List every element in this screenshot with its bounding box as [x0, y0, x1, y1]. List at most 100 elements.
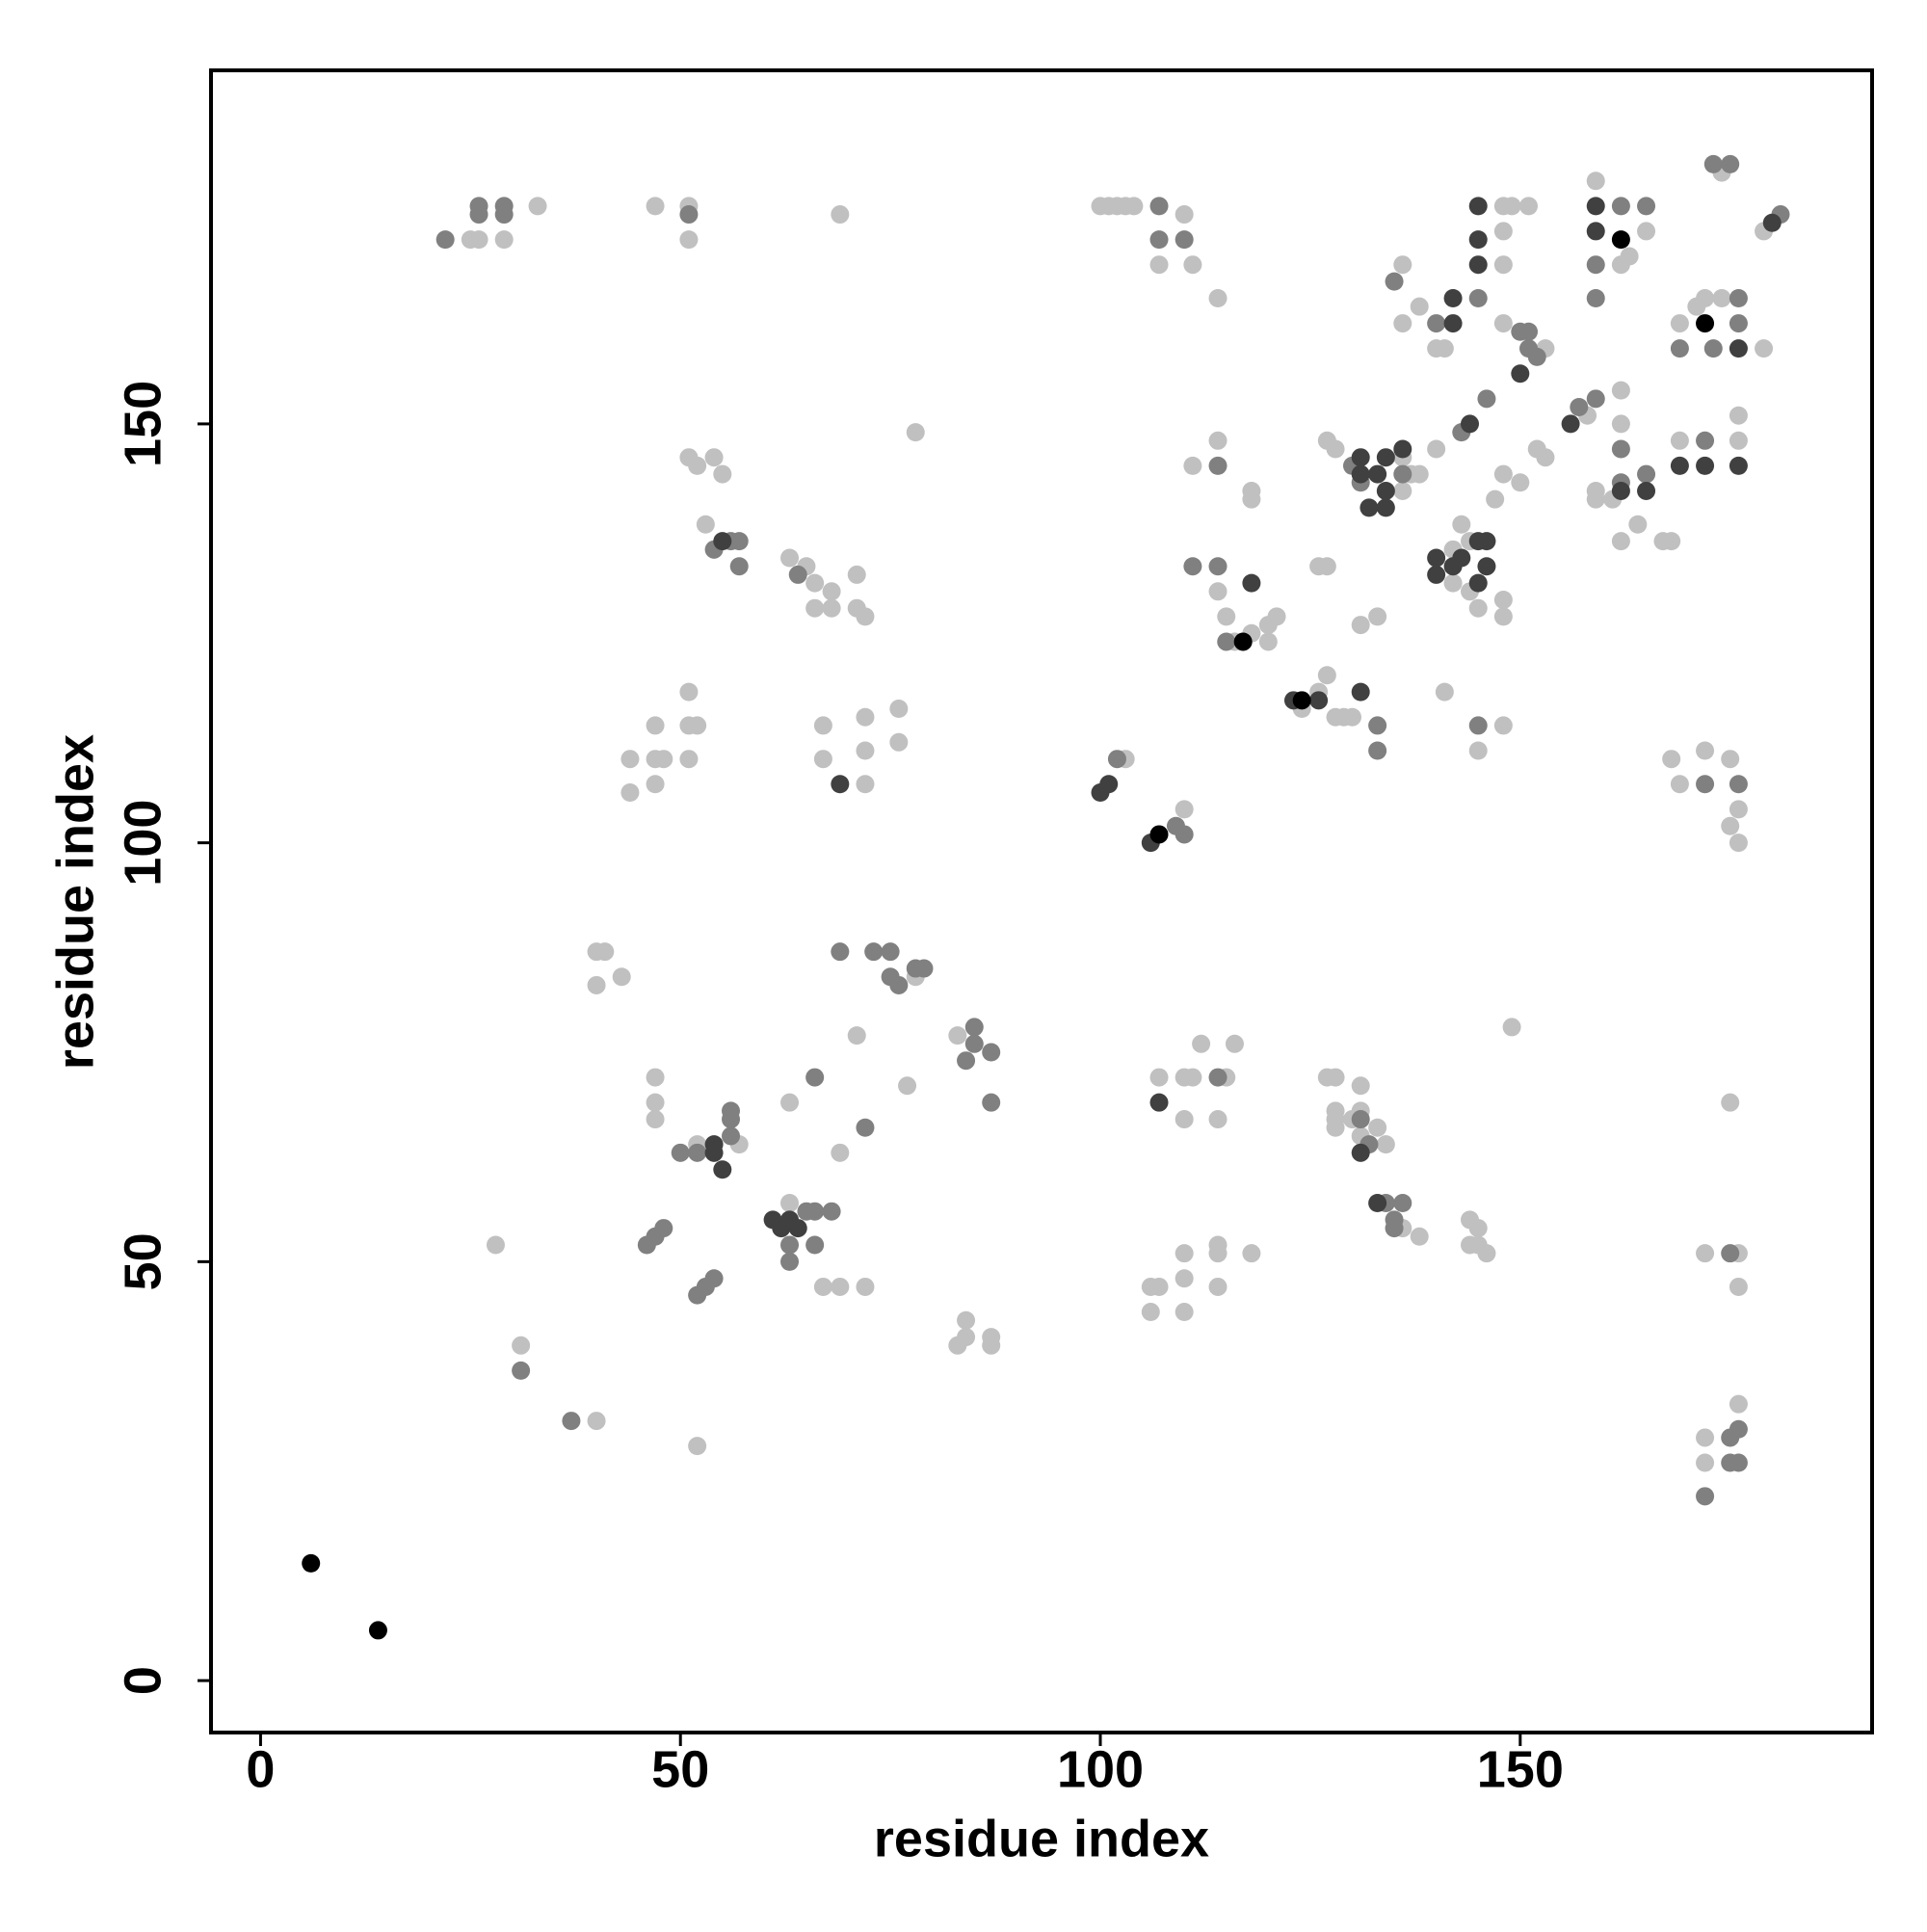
point	[1149, 1093, 1169, 1112]
point	[906, 423, 925, 442]
point	[1351, 616, 1370, 635]
point	[1461, 414, 1480, 434]
point	[1258, 632, 1278, 651]
point	[889, 732, 909, 752]
point	[1729, 288, 1748, 307]
point	[881, 942, 900, 962]
point	[1233, 632, 1253, 651]
point	[1208, 1244, 1227, 1263]
point	[780, 1093, 800, 1112]
point	[1493, 607, 1513, 626]
point	[469, 230, 488, 250]
point	[620, 750, 640, 769]
point	[688, 456, 707, 475]
point	[1208, 431, 1227, 450]
point	[1351, 1143, 1370, 1162]
point	[528, 197, 547, 216]
point	[805, 1235, 825, 1255]
point	[982, 1336, 1001, 1355]
point	[1468, 598, 1488, 618]
point	[780, 1235, 800, 1255]
point	[704, 1269, 724, 1288]
marks	[302, 154, 1790, 1640]
point	[713, 1160, 732, 1179]
point	[1175, 1110, 1194, 1129]
point	[1342, 707, 1361, 727]
point	[831, 1277, 850, 1296]
point	[1729, 775, 1748, 794]
point	[1427, 339, 1446, 358]
point	[780, 548, 800, 568]
point	[1468, 230, 1488, 250]
point	[1493, 716, 1513, 735]
point	[1637, 197, 1656, 216]
point	[1393, 481, 1412, 500]
point	[494, 230, 514, 250]
point	[1468, 716, 1488, 735]
point	[1611, 230, 1630, 250]
point	[1443, 573, 1463, 593]
point	[1703, 154, 1723, 173]
point	[1696, 1244, 1715, 1263]
point	[1351, 464, 1370, 484]
point	[856, 1277, 875, 1296]
point	[1721, 816, 1740, 835]
point	[469, 205, 488, 225]
point	[805, 1068, 825, 1087]
point	[1393, 314, 1412, 333]
point	[1755, 339, 1774, 358]
point	[1208, 582, 1227, 601]
point	[1468, 1219, 1488, 1238]
point	[1427, 439, 1446, 459]
point	[1637, 222, 1656, 241]
point	[1309, 691, 1329, 710]
point	[1729, 406, 1748, 425]
point	[1586, 255, 1605, 275]
point	[805, 1202, 825, 1221]
point	[1493, 314, 1513, 333]
point	[1696, 1428, 1715, 1447]
point	[1493, 464, 1513, 484]
point	[856, 741, 875, 760]
point	[1427, 548, 1446, 568]
point	[1175, 800, 1194, 819]
point	[847, 1026, 866, 1045]
point	[1368, 1194, 1387, 1213]
point	[1611, 439, 1630, 459]
point	[1687, 297, 1706, 316]
point	[831, 205, 850, 225]
point	[646, 197, 665, 216]
point	[982, 1093, 1001, 1112]
y-tick-label: 50	[114, 1232, 172, 1290]
point	[1124, 197, 1144, 216]
point	[1511, 473, 1530, 492]
point	[1527, 439, 1546, 459]
point	[1493, 222, 1513, 241]
point	[302, 1553, 321, 1573]
point	[1175, 205, 1194, 225]
point	[856, 607, 875, 626]
point	[1586, 288, 1605, 307]
point	[1729, 800, 1748, 819]
point	[620, 782, 640, 802]
point	[1662, 532, 1681, 551]
x-axis-label: residue index	[874, 1810, 1209, 1867]
point	[688, 716, 707, 735]
point	[1586, 172, 1605, 191]
point	[822, 598, 841, 618]
point	[1452, 515, 1471, 534]
point	[1502, 1018, 1521, 1037]
point	[1292, 691, 1311, 710]
point	[646, 1110, 665, 1129]
point	[1385, 1219, 1404, 1238]
point	[1208, 557, 1227, 576]
point	[679, 682, 699, 701]
point	[1493, 590, 1513, 609]
point	[1662, 750, 1681, 769]
point	[1351, 1110, 1370, 1129]
x-tick-label: 100	[1057, 1740, 1144, 1798]
point	[1359, 498, 1379, 517]
point	[822, 1202, 841, 1221]
point	[1393, 1194, 1412, 1213]
